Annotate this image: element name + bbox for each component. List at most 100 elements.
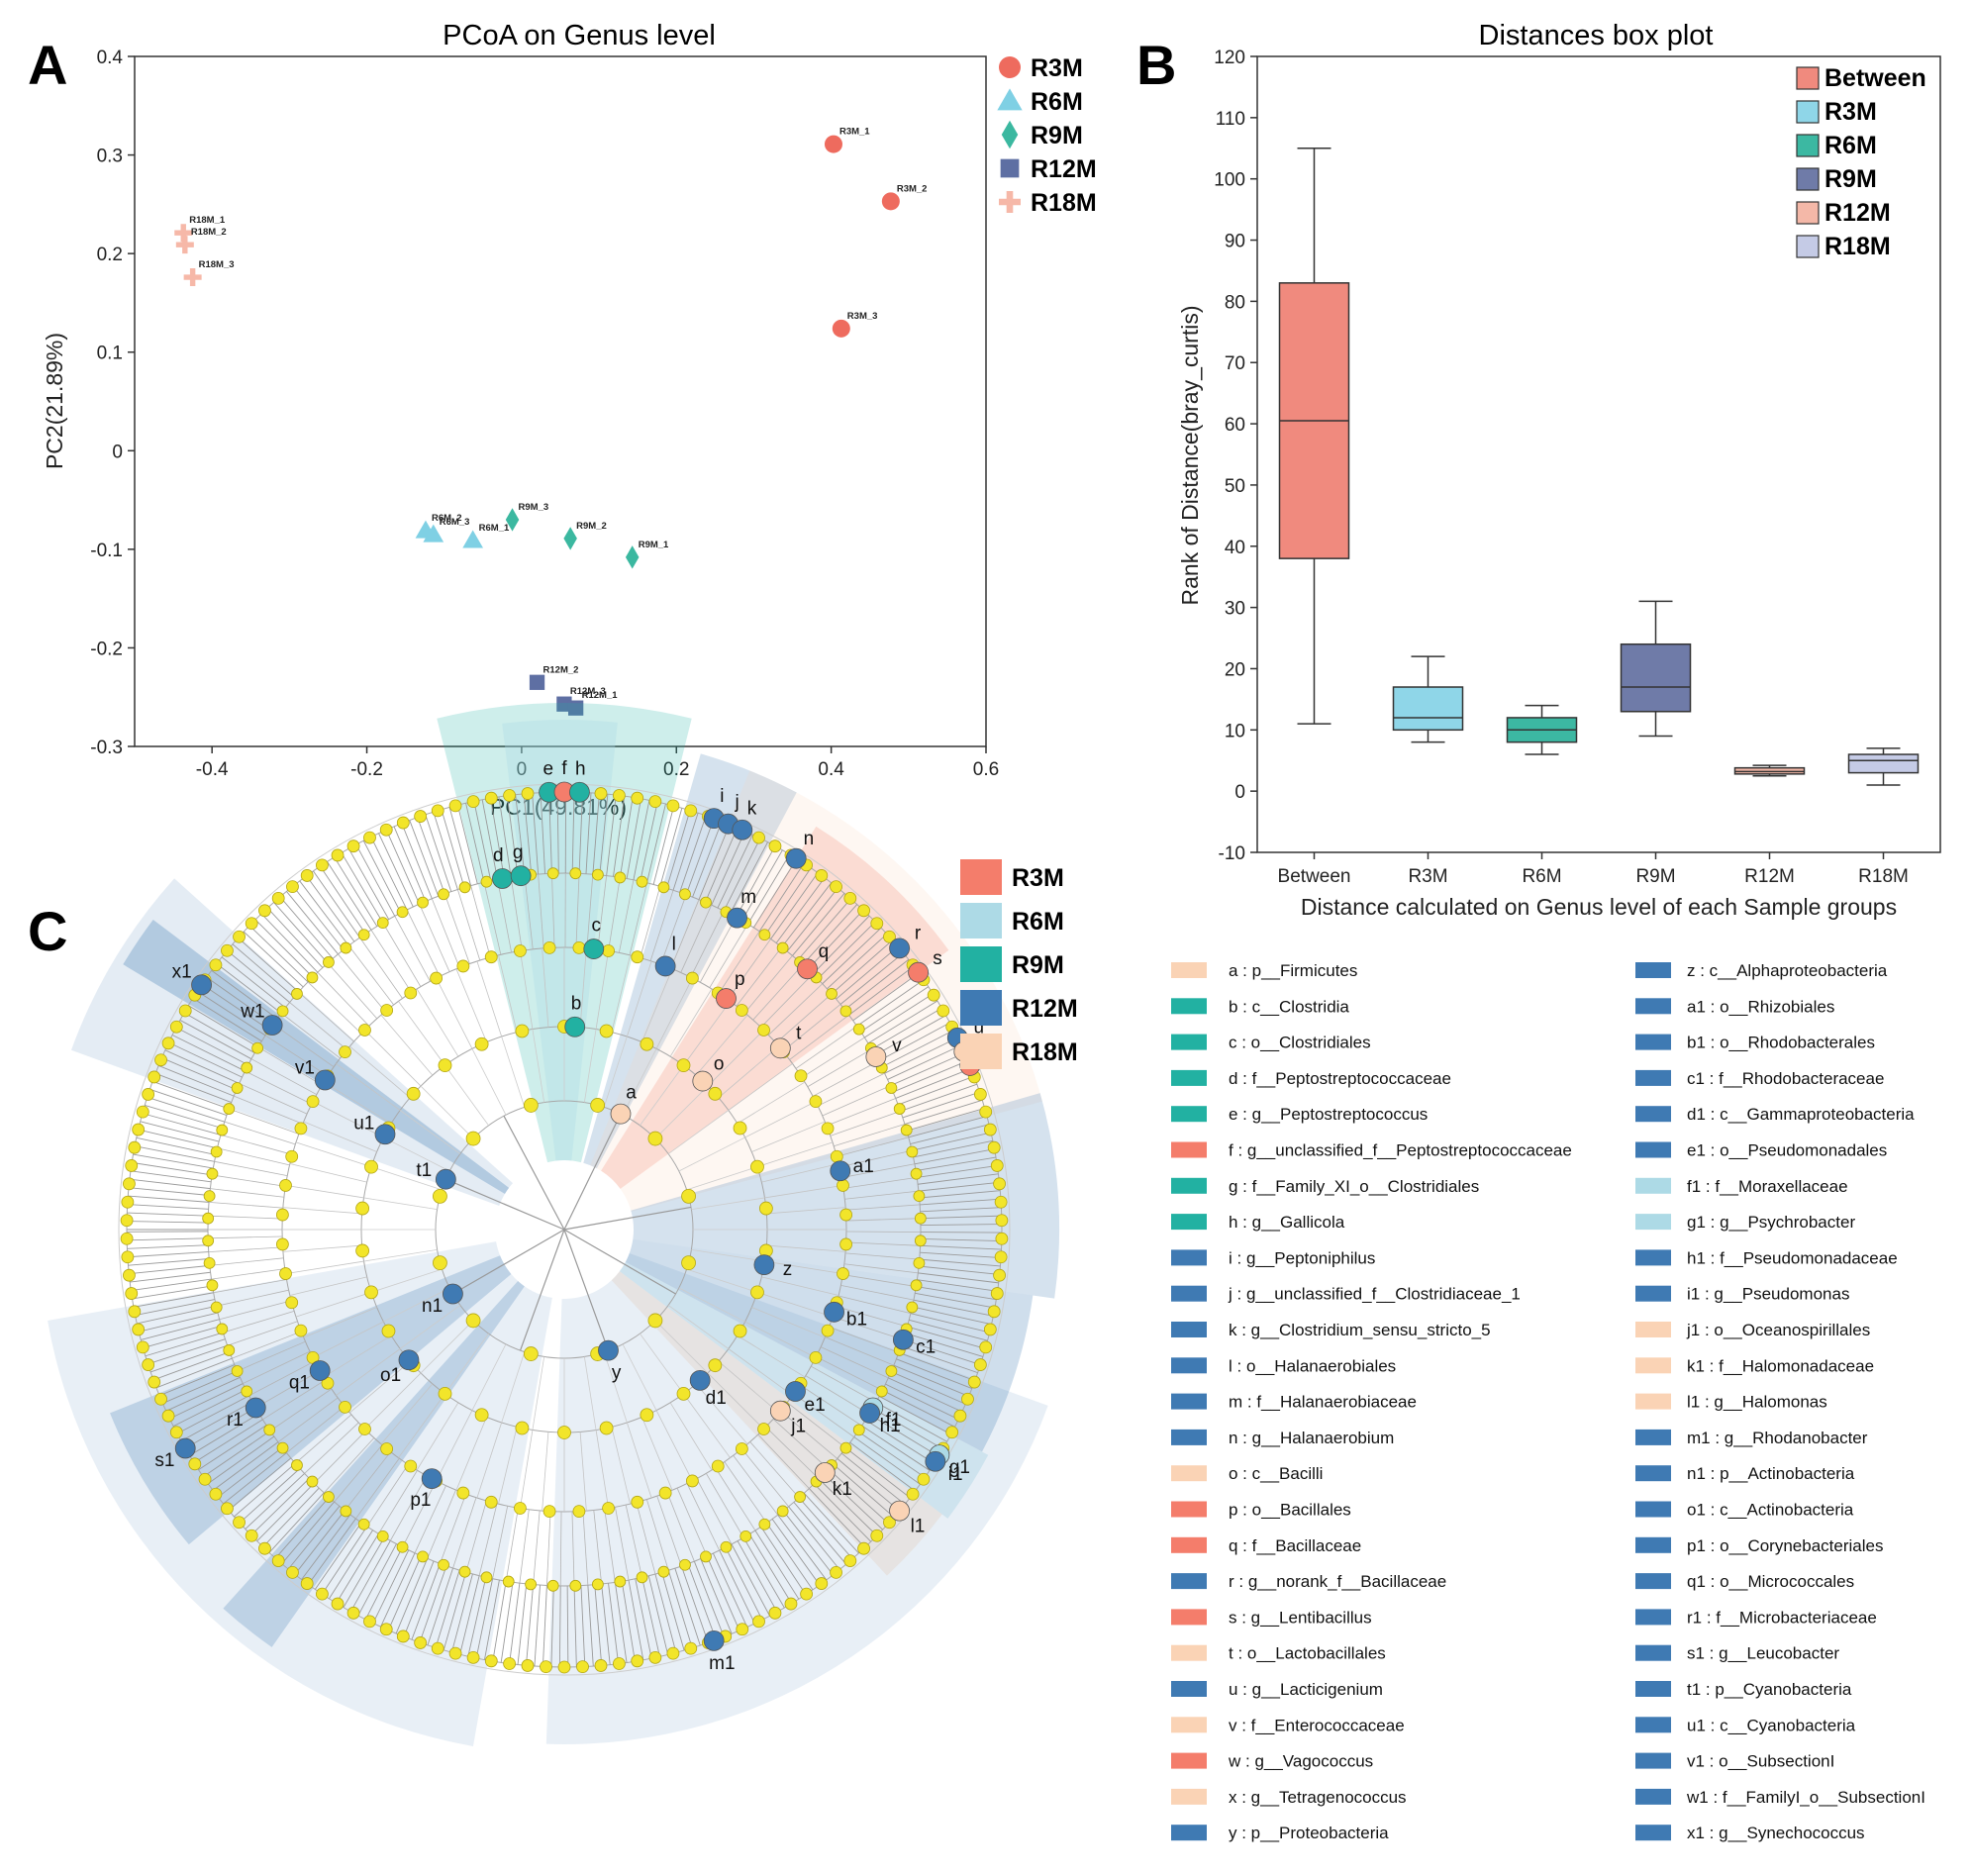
branch-leaf [661, 1572, 685, 1651]
branch-leaf [239, 1468, 301, 1524]
branch-leaf [197, 990, 266, 1037]
background-node [188, 1457, 202, 1471]
branch-leaf [920, 1207, 1002, 1213]
biomarker-node-label: u [974, 1018, 985, 1038]
background-node [711, 1459, 725, 1473]
branch-genus [780, 1410, 838, 1459]
biomarker-node-label: e [542, 758, 553, 779]
background-node [456, 959, 470, 973]
branch-leaf [135, 1299, 216, 1317]
background-node [906, 1145, 919, 1158]
pcoa-legend-label: R9M [1031, 122, 1083, 149]
branch-genus [724, 1461, 767, 1524]
background-node [340, 941, 352, 954]
branch-order [532, 1029, 545, 1103]
background-node [154, 1053, 167, 1067]
background-node [681, 1255, 696, 1271]
biomarker-node-label: m [740, 887, 756, 908]
branch-genus [844, 1190, 919, 1200]
background-node [414, 1636, 428, 1649]
background-node [572, 940, 586, 954]
biomarker-node-label: r1 [227, 1410, 244, 1431]
pcoa-y-axis-label: PC2(21.89%) [42, 333, 67, 469]
branch-order [667, 1110, 730, 1154]
branch-leaf [556, 792, 559, 874]
pcoa-point-r6m-1 [462, 530, 484, 548]
branch-genus [444, 893, 470, 964]
background-node [363, 831, 376, 844]
branch-genus [801, 1037, 865, 1078]
taxa-key-swatch-l1 [1635, 1393, 1671, 1410]
background-node [809, 1095, 823, 1109]
branch-leaf [176, 1395, 249, 1434]
branch-leaf [571, 792, 575, 874]
branch-genus [709, 924, 748, 988]
branch-leaf [736, 845, 776, 918]
biomarker-node-label: n1 [422, 1296, 443, 1317]
branch-order [667, 1305, 730, 1349]
branch-leaf [853, 1436, 921, 1485]
background-node [857, 1541, 870, 1555]
background-node [484, 1654, 498, 1668]
biomarker-node-label: d1 [706, 1388, 727, 1409]
branch-leaf [566, 1585, 569, 1667]
background-node [937, 1004, 950, 1018]
branch-order [399, 1305, 461, 1349]
branch-leaf [782, 1510, 834, 1576]
boxplot-y-tick-label: 0 [1234, 782, 1245, 803]
branch-leaf [626, 798, 641, 879]
group-legend-swatch-r12m [960, 990, 1002, 1026]
branch-genus [834, 1124, 906, 1147]
branch-order [444, 1064, 489, 1127]
taxa-key-label: m1 : g__Rhodanobacter [1687, 1429, 1868, 1447]
branch-leaf [498, 796, 512, 878]
branch-leaf [741, 849, 783, 922]
background-node [681, 1188, 696, 1204]
branch-leaf [812, 915, 870, 975]
branch-family [728, 1063, 793, 1111]
background-node [740, 1530, 752, 1542]
background-node [125, 1159, 139, 1172]
branch-leaf [878, 1022, 950, 1062]
background-node [752, 831, 765, 844]
branch-leaf [250, 1478, 310, 1536]
background-node [210, 1301, 223, 1314]
branch-leaf [892, 1060, 968, 1093]
branch-genus [715, 1467, 756, 1531]
branch-leaf [273, 902, 329, 964]
branch-leaf [427, 1567, 453, 1646]
branch-family [323, 1081, 392, 1125]
background-node [546, 867, 559, 880]
branch-genus [510, 876, 523, 951]
branch-genus [757, 1433, 810, 1489]
branch-leaf [645, 803, 666, 883]
branch-leaf [823, 1473, 883, 1530]
branch-leaf [848, 965, 915, 1016]
biomarker-node-label: i [720, 786, 724, 807]
branch-leaf [334, 856, 378, 927]
background-node [142, 1358, 155, 1371]
background-node [125, 1287, 139, 1300]
background-node [203, 1190, 216, 1203]
background-node [883, 930, 896, 943]
background-node [121, 1250, 135, 1264]
branch-leaf [920, 1224, 1002, 1227]
branch-family [455, 968, 487, 1042]
branch-leaf [149, 1088, 228, 1117]
background-node [602, 944, 615, 957]
background-node [358, 1423, 371, 1435]
background-node [590, 1098, 606, 1113]
branch-leaf [127, 1251, 209, 1258]
branch-leaf [920, 1251, 1002, 1258]
branch-genus [660, 894, 687, 965]
branch-family [683, 1001, 731, 1066]
background-node [161, 1409, 175, 1423]
branch-order [370, 1268, 443, 1293]
branch-leaf [798, 1497, 853, 1559]
branch-genus [676, 1488, 708, 1557]
pcoa-point-r9m-2 [563, 527, 577, 550]
branch-leaf [742, 1536, 785, 1609]
branch-leaf [913, 1139, 993, 1158]
branch-leaf [587, 1585, 594, 1667]
biomarker-node-label: j [734, 792, 739, 813]
